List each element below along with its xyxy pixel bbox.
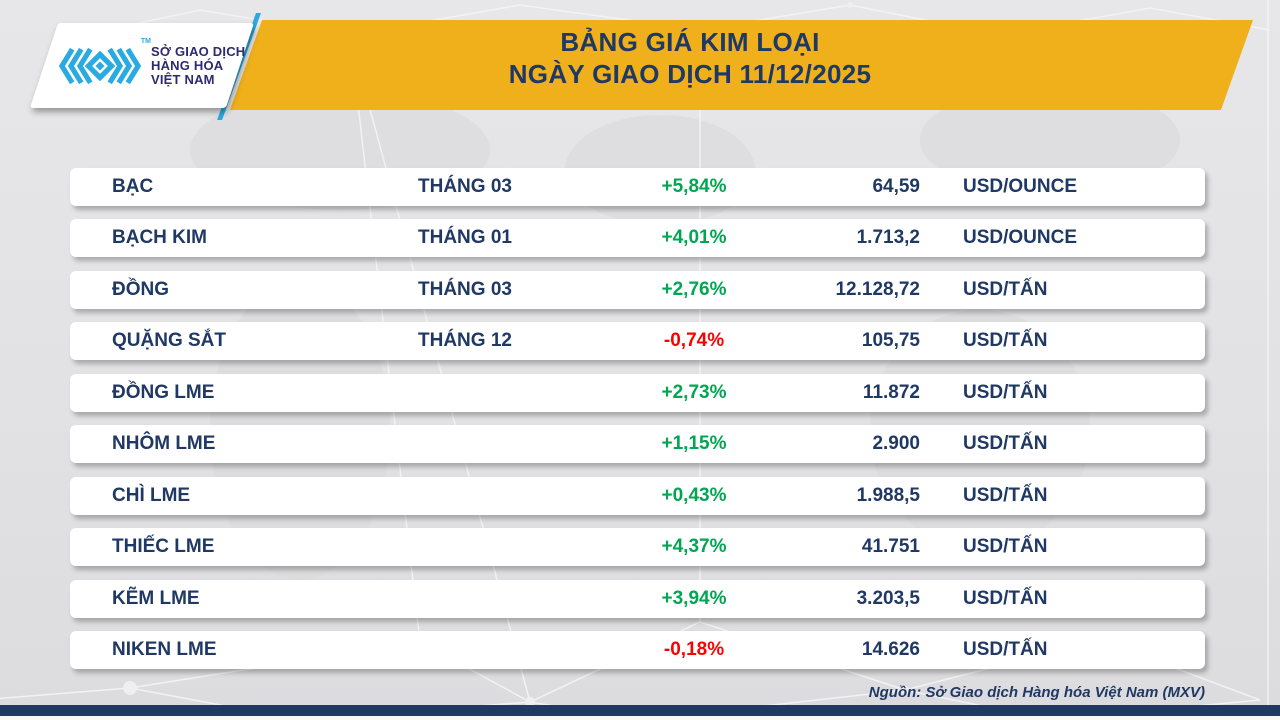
price-unit: USD/TẤN — [963, 536, 1048, 557]
change-percent: +5,84% — [661, 175, 727, 197]
table-row: KẼM LME +3,94% 3.203,5 USD/TẤN — [70, 579, 1205, 618]
price-unit: USD/TẤN — [963, 278, 1048, 300]
change-percent: +3,94% — [661, 587, 727, 609]
table-row: THIẾC LME +4,37% 41.751 USD/TẤN — [70, 528, 1205, 566]
mxv-logo-text-line3: VIỆT NAM — [151, 71, 215, 87]
table-row: ĐỒNG LME +2,73% 11.872 USD/TẤN — [70, 373, 1205, 412]
bottom-navy-bar — [0, 705, 1280, 716]
page-title: BẢNG GIÁ KIM LOẠI NGÀY GIAO DỊCH 11/12/2… — [150, 26, 1230, 90]
price-unit: USD/TẤN — [963, 381, 1048, 403]
bottom-light-strip — [0, 716, 1280, 720]
price-unit: USD/OUNCE — [963, 227, 1078, 248]
contract-month: THÁNG 03 — [418, 175, 512, 197]
contract-month: THÁNG 01 — [418, 227, 512, 248]
table-row: BẠCH KIM THÁNG 01 +4,01% 1.713,2 USD/OUN… — [70, 219, 1205, 257]
change-percent: -0,74% — [663, 330, 725, 351]
commodity-name: ĐỒNG — [112, 278, 169, 300]
change-percent: +0,43% — [661, 484, 727, 506]
change-percent: -0,18% — [663, 639, 725, 660]
price-unit: USD/TẤN — [963, 587, 1048, 609]
contract-month: THÁNG 12 — [418, 330, 512, 351]
change-percent: +2,76% — [661, 278, 727, 300]
price-value: 41.751 — [861, 536, 920, 557]
commodity-name: QUẶNG SẮT — [112, 330, 226, 351]
price-unit: USD/TẤN — [963, 330, 1048, 351]
commodity-name: CHÌ LME — [112, 484, 191, 506]
commodity-name: THIẾC LME — [112, 536, 215, 557]
change-percent: +4,01% — [661, 227, 727, 248]
commodity-name: NIKEN LME — [112, 639, 217, 660]
mxv-logo-icon: TM — [58, 38, 151, 91]
price-value: 11.872 — [862, 381, 920, 403]
table-row: QUẶNG SẮT THÁNG 12 -0,74% 105,75 USD/TẤN — [70, 322, 1205, 360]
price-unit: USD/OUNCE — [963, 175, 1078, 197]
source-attribution: Nguồn: Sở Giao dịch Hàng hóa Việt Nam (M… — [868, 684, 1205, 701]
price-value: 1.713,2 — [856, 227, 920, 248]
page-title-line2: NGÀY GIAO DỊCH 11/12/2025 — [508, 59, 872, 89]
price-value: 105,75 — [861, 330, 920, 351]
table-row: ĐỒNG THÁNG 03 +2,76% 12.128,72 USD/TẤN — [70, 270, 1205, 309]
price-unit: USD/TẤN — [963, 433, 1048, 454]
table-row: NHÔM LME +1,15% 2.900 USD/TẤN — [70, 425, 1205, 463]
commodity-name: KẼM LME — [112, 587, 200, 609]
price-value: 3.203,5 — [856, 587, 920, 609]
table-row: CHÌ LME +0,43% 1.988,5 USD/TẤN — [70, 476, 1205, 515]
mxv-logo-text: SỞ GIAO DỊCH HÀNG HÓA VIỆT NAM — [151, 43, 246, 87]
mxv-logo: TM SỞ GIAO DỊCH HÀNG HÓA VIỆT NAM — [44, 23, 254, 108]
table-row: BẠC THÁNG 03 +5,84% 64,59 USD/OUNCE — [70, 167, 1205, 206]
price-unit: USD/TẤN — [963, 484, 1048, 506]
change-percent: +1,15% — [661, 433, 727, 454]
price-value: 1.988,5 — [856, 484, 920, 506]
contract-month: THÁNG 03 — [418, 278, 512, 300]
commodity-name: BẠCH KIM — [112, 227, 207, 248]
change-percent: +2,73% — [661, 381, 727, 403]
price-value: 64,59 — [872, 175, 920, 197]
change-percent: +4,37% — [661, 536, 727, 557]
mxv-logo-text-line1: SỞ GIAO DỊCH — [151, 43, 246, 59]
price-value: 14.626 — [861, 639, 920, 660]
price-unit: USD/TẤN — [963, 639, 1048, 660]
trademark-symbol: TM — [140, 37, 151, 45]
commodity-name: ĐỒNG LME — [112, 381, 215, 403]
commodity-name: BẠC — [112, 175, 154, 197]
commodity-name: NHÔM LME — [112, 433, 216, 454]
mxv-logo-text-line2: HÀNG HÓA — [151, 57, 224, 73]
page-title-line1: BẢNG GIÁ KIM LOẠI — [560, 27, 820, 57]
price-value: 2.900 — [872, 433, 920, 454]
price-value: 12.128,72 — [835, 278, 920, 300]
table-row: NIKEN LME -0,18% 14.626 USD/TẤN — [70, 631, 1205, 669]
